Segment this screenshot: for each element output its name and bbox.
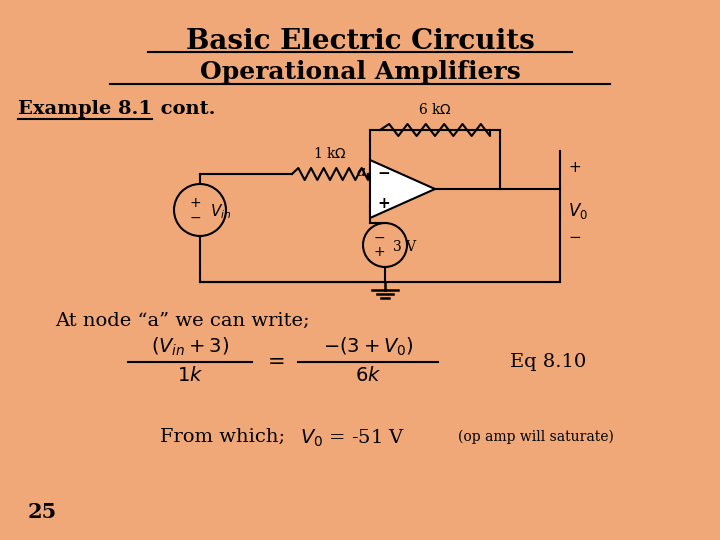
Text: 25: 25 — [28, 502, 58, 522]
Text: (op amp will saturate): (op amp will saturate) — [458, 430, 614, 444]
Text: +: + — [568, 159, 581, 174]
Text: $V_{in}$: $V_{in}$ — [210, 202, 231, 221]
Text: $1k$: $1k$ — [177, 366, 203, 385]
Text: $V_0$: $V_0$ — [568, 201, 588, 221]
Text: =: = — [268, 352, 286, 372]
Text: At node “a” we can write;: At node “a” we can write; — [55, 312, 310, 330]
Text: 1 k$\Omega$: 1 k$\Omega$ — [313, 146, 347, 161]
Text: From which;: From which; — [160, 428, 285, 446]
Text: −: − — [373, 231, 384, 245]
Text: −: − — [568, 230, 581, 245]
Text: +: + — [377, 197, 390, 212]
Text: Example 8.1: Example 8.1 — [18, 100, 152, 118]
Text: $V_0$ = -51 V: $V_0$ = -51 V — [300, 428, 405, 449]
Text: +: + — [189, 196, 201, 210]
Polygon shape — [370, 160, 435, 218]
Text: −: − — [189, 211, 201, 225]
Text: Basic Electric Circuits: Basic Electric Circuits — [186, 28, 534, 55]
Text: $-(3+V_0)$: $-(3+V_0)$ — [323, 336, 413, 358]
Text: 3 V: 3 V — [393, 240, 416, 254]
Text: $(V_{in}+3)$: $(V_{in}+3)$ — [151, 336, 229, 358]
Text: a: a — [357, 165, 366, 179]
Text: cont.: cont. — [154, 100, 215, 118]
Text: −: − — [377, 166, 390, 181]
Text: $6k$: $6k$ — [355, 366, 381, 385]
Text: +: + — [373, 245, 384, 259]
Text: 6 k$\Omega$: 6 k$\Omega$ — [418, 102, 452, 117]
Text: Eq 8.10: Eq 8.10 — [510, 353, 586, 371]
Text: Operational Amplifiers: Operational Amplifiers — [199, 60, 521, 84]
